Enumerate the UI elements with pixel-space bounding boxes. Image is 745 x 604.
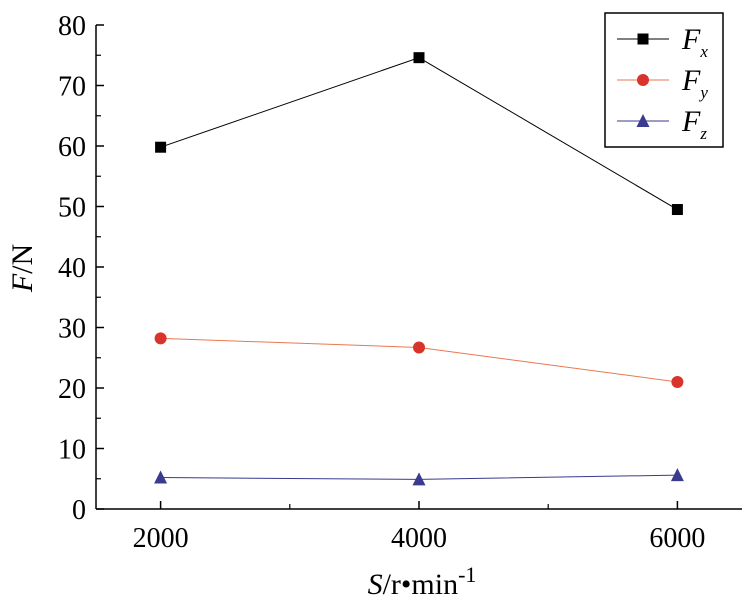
y-tick-label-50: 50 xyxy=(58,193,86,224)
y-tick-label-70: 70 xyxy=(58,72,86,103)
axes: 0 10 20 30 40 50 60 70 80 2000 4000 6000 xyxy=(58,11,742,554)
data-point-Fz-6000 xyxy=(670,468,684,482)
y-tick-label-40: 40 xyxy=(58,253,86,284)
legend-label-sub: z xyxy=(699,124,707,143)
x-tick-label-2000: 2000 xyxy=(133,523,189,554)
x-axis-title-exp: -1 xyxy=(458,562,476,587)
x-tick-label-6000: 6000 xyxy=(649,523,705,554)
data-point-Fy-2000 xyxy=(154,332,167,345)
legend-label-Fx: Fx xyxy=(681,23,708,61)
legend-item-Fz: Fz xyxy=(617,105,707,143)
legend-item-Fx: Fx xyxy=(617,23,708,61)
series-layer xyxy=(154,52,684,486)
y-tick-label-80: 80 xyxy=(58,11,86,42)
series-line-Fx xyxy=(160,57,678,210)
y-tick-label-0: 0 xyxy=(72,495,86,526)
data-point-Fy-6000 xyxy=(671,375,684,388)
y-tick-label-30: 30 xyxy=(58,314,86,345)
data-point-Fy-4000 xyxy=(413,341,425,354)
legend-label-main: F xyxy=(681,23,701,56)
data-point-Fx-2000 xyxy=(155,141,167,153)
series-Fx xyxy=(155,52,683,216)
legend-label-Fy: Fy xyxy=(681,64,708,102)
y-tick-label-60: 60 xyxy=(58,132,86,163)
legend-item-Fy: Fy xyxy=(617,64,708,102)
y-tick-label-10: 10 xyxy=(58,435,86,466)
series-Fy xyxy=(154,332,684,388)
series-Fz xyxy=(154,468,684,486)
data-point-Fz-2000 xyxy=(154,470,168,484)
legend-label-sub: y xyxy=(698,83,708,102)
legend-marker-Fy xyxy=(637,74,649,86)
legend-marker-Fx xyxy=(637,33,649,45)
y-axis-title-unit: /N xyxy=(6,244,39,274)
legend-marker-Fz xyxy=(636,114,650,127)
x-axis-title: S/r•min-1 xyxy=(368,562,477,601)
y-axis-title-var: F xyxy=(6,273,39,293)
x-axis-title-var: S xyxy=(368,568,383,601)
y-tick-label-20: 20 xyxy=(58,374,86,405)
x-axis-title-unit: /r•min xyxy=(383,568,459,601)
legend-label-main: F xyxy=(681,105,701,138)
data-point-Fz-4000 xyxy=(412,472,426,486)
x-tick-label-4000: 4000 xyxy=(391,523,447,554)
legend-label-main: F xyxy=(681,64,701,97)
legend-label-Fz: Fz xyxy=(681,105,707,143)
data-point-Fx-4000 xyxy=(413,52,425,64)
data-point-Fx-6000 xyxy=(671,204,683,216)
legend-label-sub: x xyxy=(699,42,708,61)
y-axis-title: F/N xyxy=(6,244,39,293)
